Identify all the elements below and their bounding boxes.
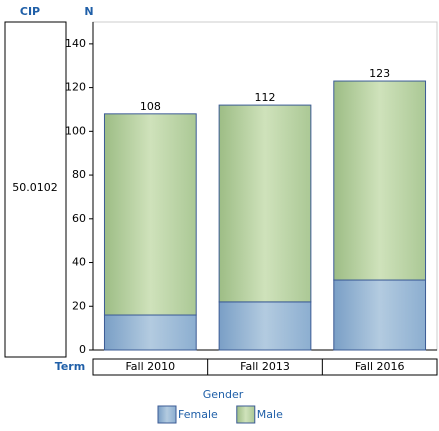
y-tick-label: 0 (79, 343, 86, 356)
y-tick-label: 100 (65, 124, 86, 137)
y-tick-label: 80 (72, 168, 86, 181)
y-tick-label: 60 (72, 212, 86, 225)
x-tick-label: Fall 2016 (355, 360, 405, 373)
legend-label: Female (178, 408, 218, 421)
legend-label: Male (257, 408, 283, 421)
panel-header: CIP (20, 5, 40, 18)
total-label: 112 (255, 91, 276, 104)
bar-segment (103, 314, 197, 351)
total-label: 123 (369, 67, 390, 80)
y-tick-label: 140 (65, 37, 86, 50)
panel-label: 50.0102 (12, 181, 58, 194)
y-tick-label: 40 (72, 256, 86, 269)
x-tick-label: Fall 2010 (125, 360, 175, 373)
bar-segment (218, 104, 312, 303)
legend-swatch (236, 405, 256, 424)
legend-swatch (157, 405, 177, 424)
bar-segment (103, 113, 197, 316)
total-label: 108 (140, 100, 161, 113)
panel-box (4, 21, 67, 358)
term-row (92, 358, 438, 376)
y-axis-label: N (84, 5, 93, 18)
y-tick-label: 20 (72, 299, 86, 312)
x-axis-label: Term (55, 360, 85, 373)
bar-segment (218, 301, 312, 351)
x-tick-label: Fall 2013 (240, 360, 290, 373)
bar-segment (333, 279, 427, 351)
y-tick-label: 120 (65, 81, 86, 94)
legend-title: Gender (203, 388, 244, 401)
bar-segment (333, 80, 427, 281)
